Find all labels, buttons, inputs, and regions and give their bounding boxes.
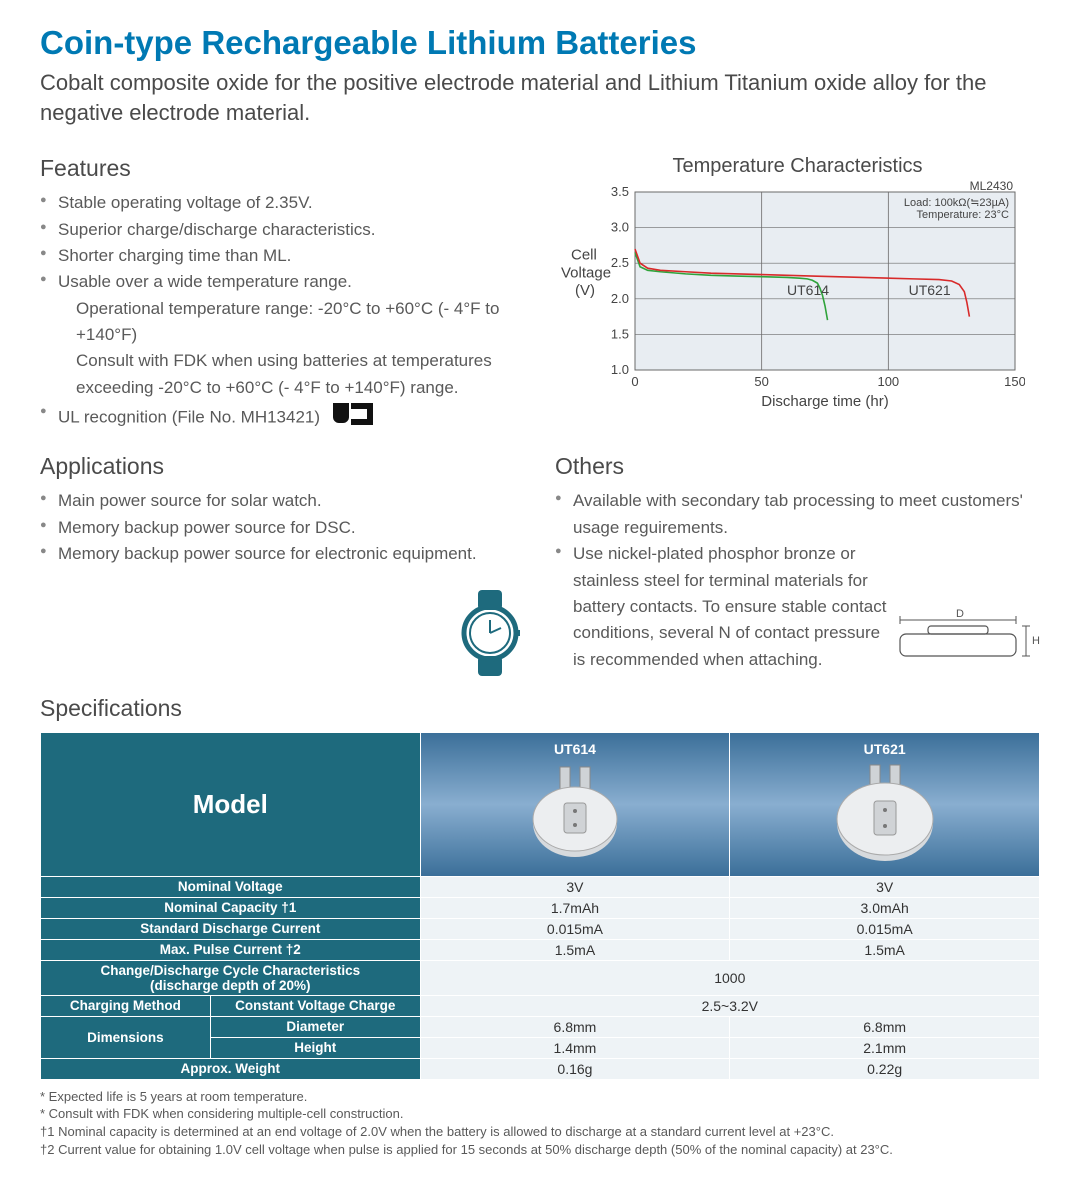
model-col-ut614: UT614 — [420, 732, 730, 876]
spec-value: 3V — [420, 876, 730, 897]
model-header: Model — [41, 732, 421, 876]
feature-subtext: exceeding -20°C to +60°C (- 4°F to +140°… — [40, 375, 525, 401]
svg-text:3.5: 3.5 — [611, 184, 629, 199]
footnotes: * Expected life is 5 years at room tempe… — [40, 1088, 1040, 1158]
spec-row-label: Standard Discharge Current — [41, 918, 421, 939]
spec-value: 3V — [730, 876, 1040, 897]
svg-text:Load: 100kΩ(≒23µA): Load: 100kΩ(≒23µA) — [904, 197, 1009, 209]
feature-item: Shorter charging time than ML. — [40, 243, 525, 269]
specifications-heading: Specifications — [40, 695, 1040, 722]
footnote: * Expected life is 5 years at room tempe… — [40, 1088, 1040, 1106]
svg-text:Temperature: 23°C: Temperature: 23°C — [917, 209, 1009, 221]
page-subtitle: Cobalt composite oxide for the positive … — [40, 68, 1040, 127]
spec-value: 1.5mA — [420, 939, 730, 960]
spec-row-label: Nominal Capacity †1 — [41, 897, 421, 918]
spec-value: 1.7mAh — [420, 897, 730, 918]
spec-row-label: Constant Voltage Charge — [210, 995, 420, 1016]
svg-text:100: 100 — [877, 374, 899, 389]
svg-text:3.0: 3.0 — [611, 220, 629, 235]
spec-row-label: Height — [210, 1037, 420, 1058]
feature-item: Usable over a wide temperature range. — [40, 269, 525, 295]
svg-text:50: 50 — [754, 374, 768, 389]
svg-text:UT621: UT621 — [909, 283, 951, 299]
ul-text: UL recognition (File No. MH13421) — [58, 408, 320, 427]
feature-subtext: Operational temperature range: -20°C to … — [40, 296, 525, 349]
applications-heading: Applications — [40, 453, 525, 480]
battery-image-icon — [520, 763, 630, 863]
application-item: Memory backup power source for DSC. — [40, 515, 525, 541]
svg-text:Cell: Cell — [571, 247, 597, 264]
svg-text:H: H — [1032, 635, 1040, 647]
spec-value: 0.015mA — [730, 918, 1040, 939]
page-title: Coin-type Rechargeable Lithium Batteries — [40, 24, 1040, 62]
footnote: †2 Current value for obtaining 1.0V cell… — [40, 1141, 1040, 1159]
svg-text:(V): (V) — [575, 283, 595, 300]
feature-item-ul: UL recognition (File No. MH13421) — [40, 401, 525, 435]
spec-row-label: Nominal Voltage — [41, 876, 421, 897]
spec-value: 0.22g — [730, 1058, 1040, 1079]
spec-value: 2.1mm — [730, 1037, 1040, 1058]
svg-text:UT614: UT614 — [787, 283, 829, 299]
footnote: †1 Nominal capacity is determined at an … — [40, 1123, 1040, 1141]
spec-group-label: Dimensions — [41, 1016, 211, 1058]
model-col-ut621: UT621 — [730, 732, 1040, 876]
feature-item: Stable operating voltage of 2.35V. — [40, 190, 525, 216]
footnote: * Consult with FDK when considering mult… — [40, 1105, 1040, 1123]
temperature-chart: 1.0 1.5 2.0 2.5 3.0 3.5 0 50 100 150 UT614 UT621 Cel… — [555, 180, 1040, 415]
svg-text:0: 0 — [631, 374, 638, 389]
model-label: UT621 — [730, 741, 1039, 757]
watch-icon — [455, 588, 525, 683]
application-item: Main power source for solar watch. — [40, 488, 525, 514]
svg-text:2.5: 2.5 — [611, 256, 629, 271]
battery-image-icon — [825, 763, 945, 863]
feature-item: Superior charge/discharge characteristic… — [40, 217, 525, 243]
svg-text:2.0: 2.0 — [611, 291, 629, 306]
spec-row-label: Approx. Weight — [41, 1058, 421, 1079]
spec-value: 3.0mAh — [730, 897, 1040, 918]
spec-group-label: Charging Method — [41, 995, 211, 1016]
spec-value: 6.8mm — [730, 1016, 1040, 1037]
svg-text:150: 150 — [1004, 374, 1025, 389]
features-heading: Features — [40, 155, 525, 182]
svg-text:Voltage: Voltage — [561, 265, 611, 282]
specifications-table: Model UT614 UT621 Nominal V — [40, 732, 1040, 1080]
spec-value: 6.8mm — [420, 1016, 730, 1037]
spec-row-label: Max. Pulse Current †2 — [41, 939, 421, 960]
svg-text:1.5: 1.5 — [611, 327, 629, 342]
model-label: UT614 — [421, 741, 730, 757]
spec-value: 1.4mm — [420, 1037, 730, 1058]
others-heading: Others — [555, 453, 1040, 480]
cycle-l1: Change/Discharge Cycle Characteristics — [100, 963, 360, 978]
spec-value: 1000 — [420, 960, 1039, 995]
svg-text:ML2430: ML2430 — [970, 180, 1014, 193]
spec-row-label: Change/Discharge Cycle Characteristics(d… — [41, 960, 421, 995]
features-list-2: UL recognition (File No. MH13421) — [40, 401, 525, 435]
coin-diagram-icon: D H — [890, 608, 1040, 673]
spec-value: 2.5~3.2V — [420, 995, 1039, 1016]
ul-mark-icon — [331, 401, 375, 435]
spec-row-label: Diameter — [210, 1016, 420, 1037]
others-item: Available with secondary tab processing … — [555, 488, 1040, 541]
svg-text:D: D — [956, 608, 964, 620]
chart-title: Temperature Characteristics — [555, 155, 1040, 178]
spec-value: 1.5mA — [730, 939, 1040, 960]
feature-subtext: Consult with FDK when using batteries at… — [40, 348, 525, 374]
application-item: Memory backup power source for electroni… — [40, 541, 525, 567]
spec-value: 0.015mA — [420, 918, 730, 939]
svg-text:Discharge time (hr): Discharge time (hr) — [761, 393, 889, 410]
cycle-l2: (discharge depth of 20%) — [150, 978, 311, 993]
svg-text:1.0: 1.0 — [611, 362, 629, 377]
applications-list: Main power source for solar watch. Memor… — [40, 488, 525, 567]
features-list: Stable operating voltage of 2.35V. Super… — [40, 190, 525, 295]
spec-value: 0.16g — [420, 1058, 730, 1079]
